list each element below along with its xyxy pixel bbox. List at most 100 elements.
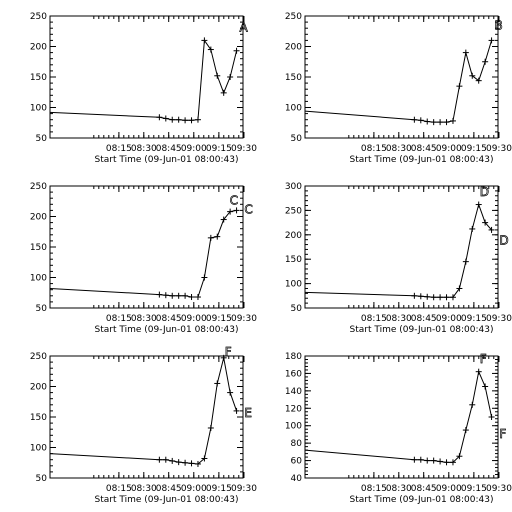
x-tick-label: 08:45 bbox=[156, 144, 182, 154]
x-tick-label: 09:00 bbox=[181, 484, 207, 494]
y-tick-label: 150 bbox=[285, 73, 302, 83]
annotation-label: C bbox=[230, 193, 238, 207]
series-line bbox=[49, 209, 237, 298]
x-tick-label: 08:45 bbox=[156, 314, 182, 324]
y-tick-label: 160 bbox=[285, 369, 302, 379]
annotation-label: B bbox=[494, 18, 502, 32]
x-tick-label: 09:30 bbox=[231, 144, 257, 154]
y-tick-label: 250 bbox=[285, 12, 302, 22]
series-line bbox=[49, 357, 238, 465]
plot-frame bbox=[304, 355, 499, 479]
x-tick-label: 08:15 bbox=[361, 144, 387, 154]
x-tick-label: 08:30 bbox=[131, 484, 157, 494]
x-axis-label: Start Time (09-Jun-01 08:00:43) bbox=[95, 495, 239, 505]
y-tick-label: 60 bbox=[291, 457, 303, 467]
x-axis-label: Start Time (09-Jun-01 08:00:43) bbox=[95, 155, 239, 165]
x-tick-label: 08:30 bbox=[131, 144, 157, 154]
y-tick-label: 50 bbox=[36, 474, 48, 484]
x-tick-label: 08:45 bbox=[411, 314, 437, 324]
x-tick-label: 09:00 bbox=[436, 484, 462, 494]
plot-frame bbox=[304, 185, 499, 309]
y-tick-label: 200 bbox=[30, 213, 47, 223]
y-tick-label: 150 bbox=[285, 255, 302, 265]
x-tick-label: 09:00 bbox=[436, 314, 462, 324]
annotation-label: F bbox=[225, 345, 232, 359]
x-tick-label: 08:15 bbox=[106, 484, 132, 494]
y-tick-label: 200 bbox=[30, 43, 47, 53]
x-tick-label: 09:15 bbox=[206, 484, 232, 494]
y-tick-label: 250 bbox=[30, 182, 47, 192]
x-tick-label: 09:15 bbox=[461, 144, 487, 154]
annotation-label: E bbox=[244, 406, 252, 420]
y-tick-label: 140 bbox=[285, 387, 302, 397]
y-tick-label: 250 bbox=[30, 352, 47, 362]
y-tick-label: 50 bbox=[291, 304, 303, 314]
y-tick-label: 250 bbox=[285, 206, 302, 216]
x-tick-label: 08:15 bbox=[106, 314, 132, 324]
x-tick-label: 09:00 bbox=[181, 314, 207, 324]
x-tick-label: 08:30 bbox=[386, 144, 412, 154]
series-line bbox=[304, 202, 492, 298]
y-tick-label: 300 bbox=[285, 182, 302, 192]
series-line bbox=[49, 38, 238, 121]
x-tick-label: 08:15 bbox=[361, 484, 387, 494]
y-tick-label: 50 bbox=[291, 134, 303, 144]
annotation-label: F bbox=[499, 427, 506, 441]
y-tick-label: 150 bbox=[30, 243, 47, 253]
x-tick-label: 08:45 bbox=[411, 484, 437, 494]
y-tick-label: 100 bbox=[30, 104, 47, 114]
x-tick-label: 09:00 bbox=[181, 144, 207, 154]
x-tick-label: 08:15 bbox=[361, 314, 387, 324]
x-tick-label: 08:30 bbox=[386, 314, 412, 324]
x-tick-label: 09:15 bbox=[461, 314, 487, 324]
x-tick-label: 09:15 bbox=[206, 144, 232, 154]
y-tick-label: 50 bbox=[36, 134, 48, 144]
y-tick-label: 100 bbox=[285, 280, 302, 290]
x-tick-label: 09:15 bbox=[206, 314, 232, 324]
x-tick-label: 09:15 bbox=[461, 484, 487, 494]
x-tick-label: 09:00 bbox=[436, 144, 462, 154]
y-tick-label: 200 bbox=[285, 231, 302, 241]
y-tick-label: 100 bbox=[30, 444, 47, 454]
y-tick-label: 100 bbox=[285, 104, 302, 114]
x-tick-label: 08:45 bbox=[411, 144, 437, 154]
x-tick-label: 08:45 bbox=[156, 484, 182, 494]
y-tick-label: 180 bbox=[285, 352, 302, 362]
y-tick-label: 50 bbox=[36, 304, 48, 314]
x-axis-label: Start Time (09-Jun-01 08:00:43) bbox=[95, 325, 239, 335]
x-axis-label: Start Time (09-Jun-01 08:00:43) bbox=[350, 495, 494, 505]
annotation-label: D bbox=[480, 185, 489, 199]
x-tick-label: 09:30 bbox=[486, 484, 512, 494]
x-axis-label: Start Time (09-Jun-01 08:00:43) bbox=[350, 325, 494, 335]
x-tick-label: 09:30 bbox=[486, 314, 512, 324]
y-tick-label: 200 bbox=[285, 43, 302, 53]
annotation-label: C bbox=[244, 202, 252, 216]
y-tick-label: 100 bbox=[30, 274, 47, 284]
y-tick-label: 100 bbox=[285, 422, 302, 432]
y-tick-label: 80 bbox=[291, 439, 303, 449]
x-tick-label: 08:30 bbox=[386, 484, 412, 494]
y-tick-label: 40 bbox=[291, 474, 303, 484]
plot-frame bbox=[49, 15, 244, 139]
y-tick-label: 250 bbox=[30, 12, 47, 22]
annotation-label: A bbox=[239, 20, 248, 34]
series-line bbox=[304, 370, 493, 463]
y-tick-label: 120 bbox=[285, 404, 302, 414]
y-tick-label: 150 bbox=[30, 73, 47, 83]
x-axis-label: Start Time (09-Jun-01 08:00:43) bbox=[350, 155, 494, 165]
x-tick-label: 09:30 bbox=[231, 484, 257, 494]
x-tick-label: 08:30 bbox=[131, 314, 157, 324]
plot-frame bbox=[304, 15, 499, 139]
x-tick-label: 09:30 bbox=[486, 144, 512, 154]
x-tick-label: 09:30 bbox=[231, 314, 257, 324]
annotation-label: F bbox=[480, 352, 487, 366]
x-tick-label: 08:15 bbox=[106, 144, 132, 154]
plot-frame bbox=[49, 355, 244, 479]
